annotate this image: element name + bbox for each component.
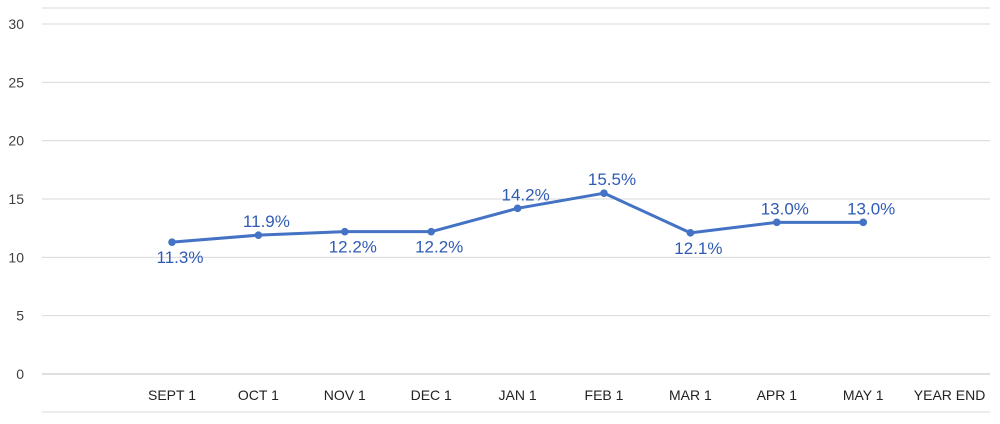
- y-axis-ticks: 0 5 10 15 20 25 30: [8, 16, 24, 382]
- data-point: [254, 231, 263, 239]
- y-tick-label: 5: [16, 308, 24, 324]
- data-label: 11.3%: [157, 248, 204, 267]
- x-tick-label: OCT 1: [238, 387, 279, 403]
- x-tick-label: APR 1: [757, 387, 798, 403]
- data-point: [773, 218, 781, 227]
- y-tick-label: 0: [16, 366, 24, 382]
- x-tick-label: SEPT 1: [148, 387, 196, 403]
- data-labels: 11.3% 11.9% 12.2% 12.2% 14.2% 15.5% 12.1% 13.0%…: [157, 170, 896, 267]
- y-tick-label: 25: [8, 74, 24, 90]
- data-label: 13.0%: [847, 199, 895, 218]
- x-tick-label: FEB 1: [585, 387, 624, 403]
- y-tick-label: 10: [8, 249, 24, 265]
- x-tick-label: MAR 1: [669, 387, 712, 403]
- x-tick-label: MAY 1: [843, 387, 884, 403]
- x-tick-label: YEAR END: [914, 387, 986, 403]
- y-tick-label: 15: [8, 191, 24, 207]
- x-tick-label: NOV 1: [324, 387, 366, 403]
- data-label: 12.2%: [415, 238, 463, 257]
- series-group: [168, 189, 867, 246]
- data-label: 13.0%: [761, 199, 809, 218]
- x-axis-ticks: SEPT 1 OCT 1 NOV 1 DEC 1 JAN 1 FEB 1 MAR 1 APR …: [148, 387, 985, 403]
- data-label: 12.2%: [329, 238, 377, 257]
- data-label: 15.5%: [588, 170, 636, 189]
- x-tick-label: JAN 1: [499, 387, 537, 403]
- data-label: 11.9%: [243, 212, 290, 231]
- y-tick-label: 30: [8, 16, 24, 32]
- data-label: 14.2%: [501, 185, 549, 204]
- data-point: [341, 227, 349, 236]
- data-point: [427, 227, 436, 236]
- gridlines: [42, 7, 990, 413]
- y-tick-label: 20: [8, 133, 24, 149]
- data-point: [513, 204, 522, 213]
- data-point: [859, 218, 867, 227]
- data-label: 12.1%: [674, 239, 722, 258]
- data-point: [686, 229, 695, 237]
- data-point: [168, 238, 176, 246]
- x-tick-label: DEC 1: [411, 387, 452, 403]
- data-point: [600, 189, 608, 197]
